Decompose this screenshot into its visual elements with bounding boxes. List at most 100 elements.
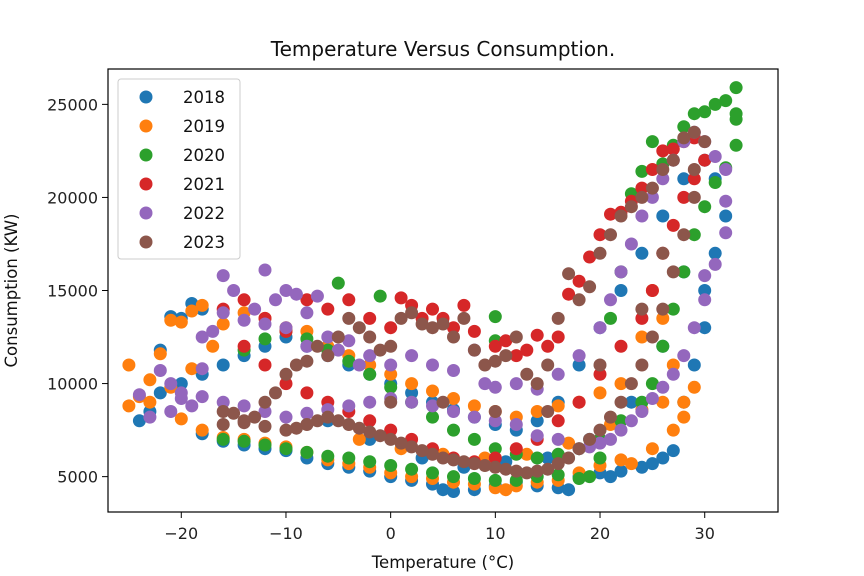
point-2023-33 <box>551 311 565 325</box>
points-layer <box>122 81 743 498</box>
legend-marker-2019 <box>139 119 153 133</box>
point-2020-48 <box>635 395 649 409</box>
point-2021-34 <box>666 142 680 156</box>
point-2023-36 <box>583 280 597 294</box>
point-2018-40 <box>719 209 733 223</box>
point-2023-5 <box>258 395 272 409</box>
point-2023-87 <box>289 421 303 435</box>
point-2019-39 <box>656 311 670 325</box>
point-2022-13 <box>237 313 251 327</box>
point-2020-32 <box>687 107 701 121</box>
point-2021-27 <box>593 228 607 242</box>
point-2019-7 <box>185 304 199 318</box>
point-2023-34 <box>562 267 576 281</box>
point-2022-32 <box>447 364 460 377</box>
point-2022-83 <box>279 410 293 424</box>
point-2018-32 <box>645 457 659 471</box>
point-2021-22 <box>541 339 555 353</box>
point-2019-9 <box>174 412 188 426</box>
point-2023-67 <box>499 462 513 476</box>
point-2023-24 <box>457 311 471 325</box>
point-2023-56 <box>614 395 628 409</box>
point-2019-5 <box>164 313 178 327</box>
plot-area <box>122 81 743 498</box>
point-2018-31 <box>635 460 649 474</box>
point-2022-72 <box>509 418 523 431</box>
point-2023-11 <box>321 349 335 363</box>
point-2021-49 <box>509 442 523 456</box>
point-2020-0 <box>216 432 230 446</box>
point-2022-79 <box>363 395 377 409</box>
point-2022-55 <box>708 257 722 271</box>
point-2018-0 <box>132 414 146 428</box>
point-2020-49 <box>614 414 628 428</box>
point-2021-14 <box>447 321 460 335</box>
point-2023-74 <box>426 447 439 461</box>
point-2022-9 <box>206 324 220 338</box>
point-2021-42 <box>645 284 659 297</box>
point-2022-44 <box>635 209 649 223</box>
point-2020-8 <box>363 455 377 469</box>
point-2022-23 <box>310 289 324 303</box>
point-2023-35 <box>572 293 586 307</box>
point-2022-31 <box>426 358 439 372</box>
point-2022-7 <box>195 362 209 376</box>
point-2022-22 <box>300 339 314 353</box>
point-2023-22 <box>436 317 450 331</box>
point-2019-32 <box>624 457 638 471</box>
point-2020-62 <box>342 354 356 368</box>
point-2019-43 <box>593 386 607 400</box>
point-2022-82 <box>300 406 314 420</box>
point-2020-17 <box>488 473 502 487</box>
point-2021-33 <box>656 144 670 158</box>
point-2021-26 <box>583 250 597 264</box>
point-2022-43 <box>624 237 638 251</box>
point-2022-86 <box>216 395 230 409</box>
point-2023-44 <box>666 153 680 167</box>
point-2022-56 <box>698 269 712 283</box>
point-2020-10 <box>384 459 398 472</box>
point-2018-74 <box>541 451 555 465</box>
point-2019-62 <box>206 339 220 353</box>
point-2020-3 <box>279 442 293 456</box>
point-2023-95 <box>593 358 607 372</box>
point-2019-63 <box>185 362 199 376</box>
point-2023-29 <box>509 330 523 344</box>
point-2023-4 <box>248 410 262 424</box>
point-2022-64 <box>624 414 638 428</box>
point-2018-48 <box>572 358 586 372</box>
point-2023-58 <box>593 423 607 437</box>
legend-label-2021: 2021 <box>183 175 225 194</box>
point-2019-74 <box>656 395 670 409</box>
point-2022-36 <box>509 377 523 391</box>
point-2021-44 <box>614 339 628 353</box>
point-2021-40 <box>666 218 680 232</box>
point-2019-41 <box>635 330 649 344</box>
point-2022-85 <box>237 399 251 413</box>
point-2023-43 <box>656 163 670 176</box>
point-2019-25 <box>499 483 513 497</box>
point-2023-45 <box>677 131 691 145</box>
point-2020-45 <box>666 302 680 316</box>
point-2018-68 <box>153 386 167 400</box>
point-2018-39 <box>708 246 722 260</box>
point-2023-68 <box>488 460 502 474</box>
point-2022-18 <box>279 284 293 297</box>
point-2022-30 <box>405 349 419 363</box>
point-2023-18 <box>394 311 408 325</box>
point-2023-47 <box>698 135 712 149</box>
point-2020-24 <box>604 311 617 325</box>
point-2020-27 <box>635 164 649 178</box>
point-2018-26 <box>562 483 576 497</box>
point-2019-10 <box>195 423 209 437</box>
point-2022-58 <box>687 321 701 335</box>
point-2023-46 <box>687 125 701 139</box>
point-2019-49 <box>467 399 481 413</box>
point-2023-66 <box>509 464 523 478</box>
point-2019-38 <box>666 358 680 372</box>
point-2019-46 <box>530 405 544 418</box>
point-2020-2 <box>258 438 272 452</box>
point-2021-46 <box>572 395 586 409</box>
point-2023-62 <box>551 457 565 471</box>
point-2020-66 <box>258 332 272 346</box>
